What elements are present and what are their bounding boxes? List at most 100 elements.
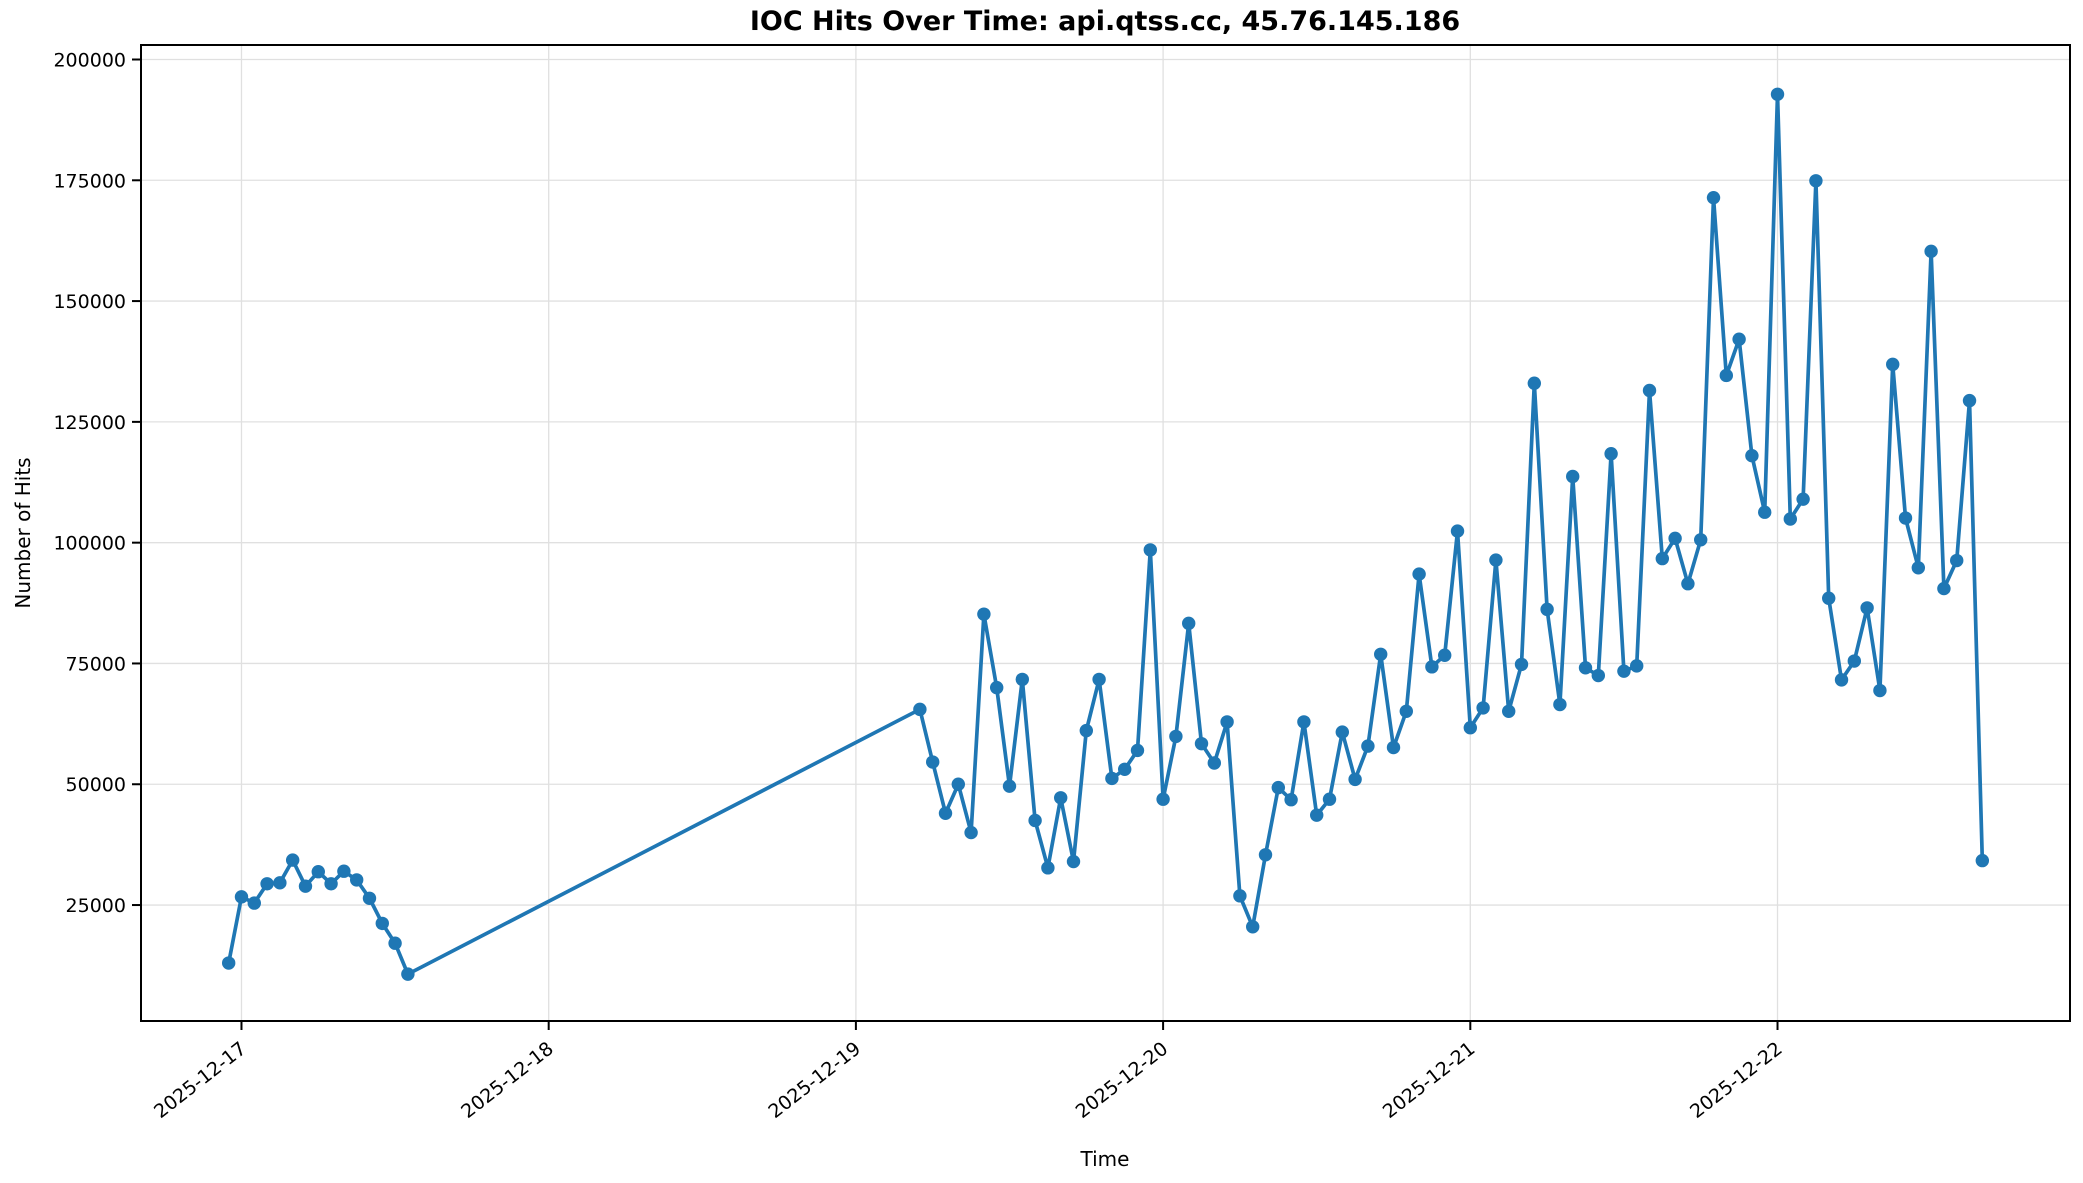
x-tick-label: 2025-12-19 xyxy=(764,1038,865,1123)
data-point-marker xyxy=(1335,725,1350,739)
data-point-marker xyxy=(234,890,249,904)
data-point-marker xyxy=(1527,376,1542,390)
data-point-marker xyxy=(1246,920,1260,934)
data-point-marker xyxy=(1834,673,1849,687)
data-point-marker xyxy=(1463,721,1478,735)
data-point-marker xyxy=(1156,792,1170,806)
data-point-marker xyxy=(337,864,351,878)
data-point-marker xyxy=(1937,581,1951,596)
data-point-marker xyxy=(1053,791,1068,805)
data-point-marker xyxy=(1911,561,1926,575)
x-tick-label: 2025-12-18 xyxy=(457,1038,558,1123)
data-point-marker xyxy=(1873,683,1887,698)
data-point-marker xyxy=(1540,602,1554,617)
data-point-marker xyxy=(925,755,940,769)
data-point-marker xyxy=(1002,779,1017,793)
data-point-marker xyxy=(1668,531,1682,546)
data-point-marker xyxy=(285,853,300,867)
y-tick-label: 150000 xyxy=(53,291,126,313)
data-point-marker xyxy=(1207,756,1222,770)
data-point-marker xyxy=(1143,543,1158,557)
data-point-marker xyxy=(938,806,953,820)
data-point-marker xyxy=(1553,697,1567,712)
data-point-marker xyxy=(375,916,389,931)
x-axis-label: Time xyxy=(1080,1147,1130,1171)
data-point-marker xyxy=(1809,174,1823,188)
data-point-marker xyxy=(1258,848,1273,862)
data-point-marker xyxy=(1758,505,1772,519)
y-tick-label: 200000 xyxy=(53,49,126,71)
data-point-marker xyxy=(1770,87,1785,101)
y-axis-label: Number of Hits xyxy=(11,457,35,608)
data-point-marker xyxy=(1630,659,1644,673)
data-point-marker xyxy=(1796,492,1810,506)
data-point-marker xyxy=(1732,332,1746,346)
data-point-marker xyxy=(913,702,927,717)
data-point-marker xyxy=(1566,469,1580,484)
data-point-marker xyxy=(1591,668,1606,683)
data-point-marker xyxy=(1169,729,1183,744)
data-point-marker xyxy=(1783,512,1798,526)
data-point-marker xyxy=(1604,447,1618,461)
data-point-marker xyxy=(1386,740,1401,755)
data-point-marker xyxy=(1105,771,1119,786)
data-point-marker xyxy=(1028,813,1042,828)
data-point-marker xyxy=(401,967,415,981)
data-point-marker xyxy=(1194,736,1209,751)
data-point-marker xyxy=(311,865,325,879)
data-point-marker xyxy=(1514,657,1529,672)
data-point-marker xyxy=(989,680,1004,695)
data-point-marker xyxy=(1822,591,1836,605)
x-tick-label: 2025-12-20 xyxy=(1072,1038,1173,1123)
data-point-marker xyxy=(1706,190,1721,205)
data-point-marker xyxy=(951,777,965,791)
data-point-marker xyxy=(1361,739,1375,753)
data-point-marker xyxy=(1578,661,1593,675)
y-tick-label: 50000 xyxy=(66,774,126,796)
data-point-marker xyxy=(1130,743,1145,758)
data-point-marker xyxy=(221,956,236,970)
data-point-marker xyxy=(1860,601,1874,615)
data-point-marker xyxy=(1962,393,1977,408)
data-point-marker xyxy=(1092,672,1106,687)
data-point-marker xyxy=(1374,647,1388,661)
data-point-marker xyxy=(1079,723,1093,738)
data-point-marker xyxy=(1642,383,1657,398)
data-point-marker xyxy=(349,873,364,887)
y-tick-label: 75000 xyxy=(66,653,126,675)
data-point-marker xyxy=(1924,244,1938,259)
data-point-marker xyxy=(1450,524,1465,538)
plot-border xyxy=(140,44,2071,1022)
data-point-marker xyxy=(1502,704,1516,718)
data-point-marker xyxy=(1886,357,1900,372)
axes-spines xyxy=(140,44,2071,1022)
data-point-marker xyxy=(1655,551,1670,566)
data-point-marker xyxy=(1681,577,1695,591)
data-point-marker xyxy=(324,877,338,891)
x-tick-label: 2025-12-21 xyxy=(1379,1038,1480,1123)
data-point-marker xyxy=(1220,715,1234,729)
series-ioc-hits xyxy=(221,87,1990,981)
data-point-marker xyxy=(1041,861,1055,875)
data-point-marker xyxy=(1066,854,1081,869)
data-point-marker xyxy=(1745,448,1759,463)
data-point-marker xyxy=(1348,772,1362,787)
data-point-marker xyxy=(1412,567,1426,581)
data-point-marker xyxy=(1975,853,1990,868)
data-point-marker xyxy=(977,607,991,621)
data-point-marker xyxy=(273,876,287,890)
data-point-marker xyxy=(1233,889,1247,903)
x-tick-label: 2025-12-17 xyxy=(150,1038,251,1123)
data-point-marker xyxy=(1399,704,1414,718)
y-tick-label: 175000 xyxy=(53,170,126,192)
series-line xyxy=(226,92,1985,976)
data-point-marker xyxy=(1271,780,1286,795)
y-tick-label: 100000 xyxy=(53,533,126,555)
data-point-marker xyxy=(1950,553,1964,568)
data-point-marker xyxy=(1284,793,1298,807)
data-point-marker xyxy=(1719,368,1734,383)
data-point-marker xyxy=(1617,664,1631,678)
data-point-marker xyxy=(1847,654,1862,668)
